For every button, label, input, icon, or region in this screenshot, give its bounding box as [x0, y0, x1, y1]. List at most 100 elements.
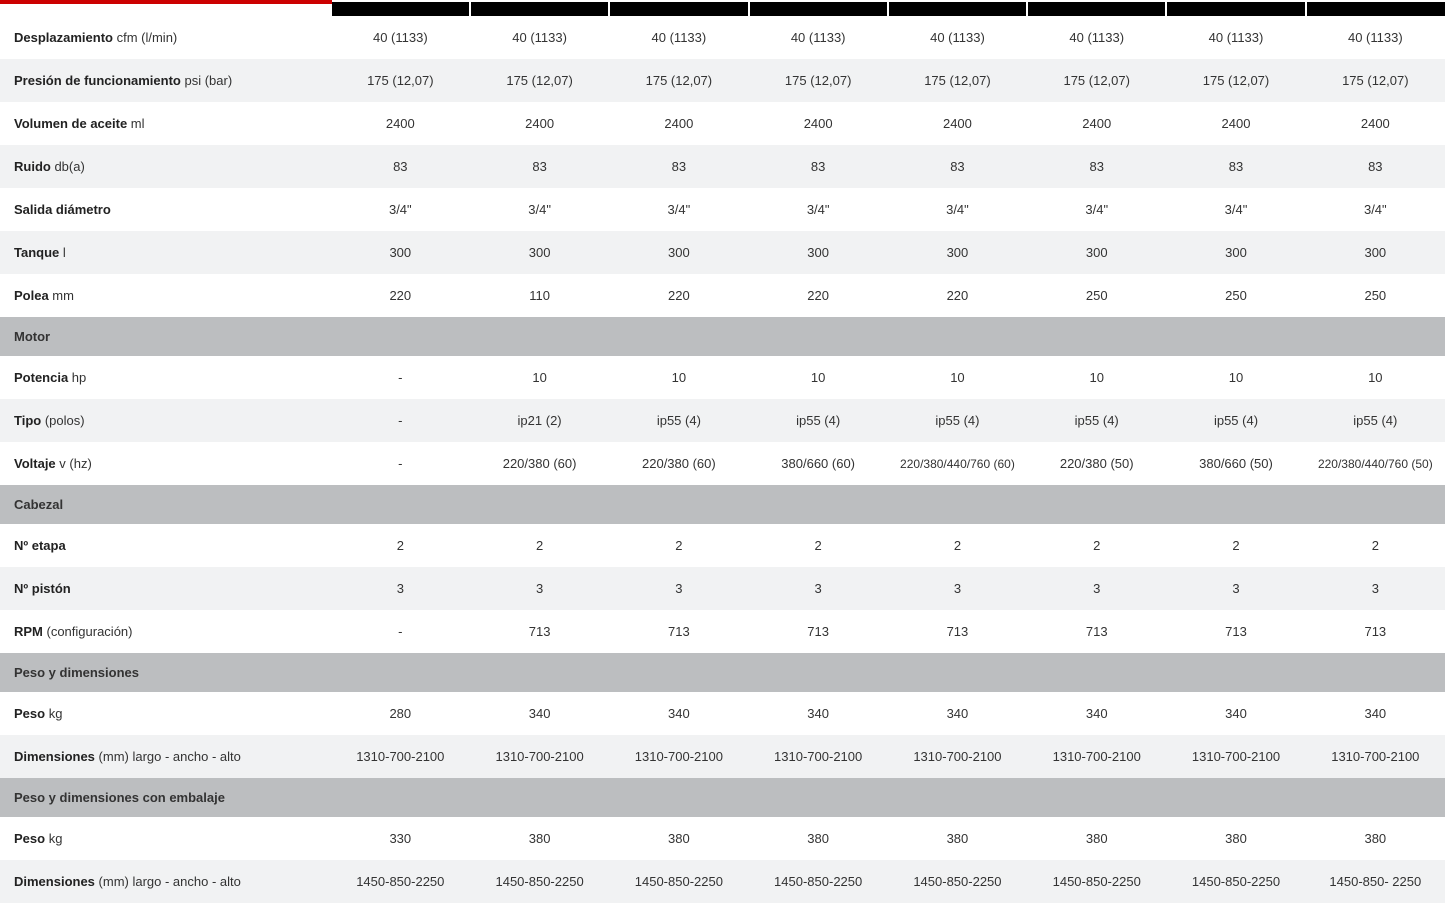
table-cell: 340 [1166, 692, 1305, 735]
table-cell: - [331, 610, 470, 653]
row-label-unit: ml [127, 116, 144, 131]
section-header: Cabezal [0, 485, 1445, 524]
table-cell: 3 [1166, 567, 1305, 610]
table-cell: 83 [1306, 145, 1445, 188]
table-cell: 380/660 (60) [749, 442, 888, 485]
row-label-unit: kg [45, 831, 62, 846]
table-cell: 175 (12,07) [888, 59, 1027, 102]
table-cell: 380/660 (50) [1166, 442, 1305, 485]
table-cell: 220 [609, 274, 748, 317]
table-row: Voltaje v (hz)-220/380 (60)220/380 (60)3… [0, 442, 1445, 485]
table-cell: 3/4" [1166, 188, 1305, 231]
table-cell: 713 [470, 610, 609, 653]
spec-table: Desplazamiento cfm (l/min)40 (1133)40 (1… [0, 0, 1445, 903]
table-row: RPM (configuración)-71371371371371371371… [0, 610, 1445, 653]
row-label-bold: Salida diámetro [14, 202, 111, 217]
table-cell: 300 [749, 231, 888, 274]
row-label: Polea mm [0, 274, 331, 317]
table-cell: 340 [609, 692, 748, 735]
table-cell: 83 [609, 145, 748, 188]
table-cell: 2400 [609, 102, 748, 145]
table-cell: 175 (12,07) [470, 59, 609, 102]
table-cell: 83 [331, 145, 470, 188]
table-cell: 300 [1166, 231, 1305, 274]
table-row: Dimensiones (mm) largo - ancho - alto 145… [0, 860, 1445, 903]
table-cell: 300 [1306, 231, 1445, 274]
table-cell: 40 (1133) [1166, 16, 1305, 59]
table-cell: 250 [1027, 274, 1166, 317]
table-cell: 175 (12,07) [331, 59, 470, 102]
table-cell: 2 [470, 524, 609, 567]
table-cell: 220 [331, 274, 470, 317]
row-label-bold: Presión de funcionamiento [14, 73, 181, 88]
table-cell: 380 [470, 817, 609, 860]
row-label-bold: Peso [14, 706, 45, 721]
table-cell: 40 (1133) [749, 16, 888, 59]
table-cell: 2 [888, 524, 1027, 567]
table-cell: 1450-850-2250 [749, 860, 888, 903]
table-row: Volumen de aceite ml24002400240024002400… [0, 102, 1445, 145]
row-label: Potencia hp [0, 356, 331, 399]
row-label: Dimensiones (mm) largo - ancho - alto [0, 860, 331, 903]
table-row: Dimensiones (mm) largo - ancho - alto131… [0, 735, 1445, 778]
table-cell: 300 [888, 231, 1027, 274]
row-label-bold: Dimensiones [14, 874, 95, 889]
table-cell: 3 [749, 567, 888, 610]
header-strip [0, 2, 1445, 16]
table-cell: 175 (12,07) [1027, 59, 1166, 102]
table-cell: 220/380 (50) [1027, 442, 1166, 485]
table-cell: 1310-700-2100 [888, 735, 1027, 778]
row-label-unit: hp [68, 370, 86, 385]
table-cell: 380 [749, 817, 888, 860]
table-cell: 175 (12,07) [1166, 59, 1305, 102]
table-cell: 380 [888, 817, 1027, 860]
row-label-unit: mm [49, 288, 74, 303]
row-label-bold: Potencia [14, 370, 68, 385]
table-cell: 2400 [470, 102, 609, 145]
table-cell: 3/4" [888, 188, 1027, 231]
row-label-bold: Desplazamiento [14, 30, 113, 45]
table-cell: 250 [1166, 274, 1305, 317]
table-cell: 10 [470, 356, 609, 399]
table-row: Salida diámetro3/4"3/4"3/4"3/4"3/4"3/4"3… [0, 188, 1445, 231]
row-label-unit: v (hz) [56, 456, 92, 471]
row-label: Nº pistón [0, 567, 331, 610]
table-cell: 340 [749, 692, 888, 735]
table-cell: 220/380 (60) [470, 442, 609, 485]
table-cell: ip21 (2) [470, 399, 609, 442]
row-label-bold: Tanque [14, 245, 59, 260]
table-row: Nº pistón33333333 [0, 567, 1445, 610]
table-row: Peso kg330380380380380380380380 [0, 817, 1445, 860]
table-cell: 2 [1166, 524, 1305, 567]
section-title: Motor [0, 317, 1445, 356]
table-cell: 2400 [1027, 102, 1166, 145]
section-header: Motor [0, 317, 1445, 356]
table-cell: 380 [1166, 817, 1305, 860]
table-cell: 40 (1133) [1306, 16, 1445, 59]
table-cell: 83 [1027, 145, 1166, 188]
table-cell: 1310-700-2100 [749, 735, 888, 778]
table-cell: 2 [1027, 524, 1166, 567]
table-cell: 2400 [888, 102, 1027, 145]
table-cell: 220/380/440/760 (50) [1306, 442, 1445, 485]
row-label-unit: (polos) [41, 413, 84, 428]
row-label-unit: cfm (l/min) [113, 30, 177, 45]
row-label-bold: Nº etapa [14, 538, 66, 553]
table-cell: 713 [749, 610, 888, 653]
section-title: Peso y dimensiones con embalaje [0, 778, 1445, 817]
table-cell: 40 (1133) [888, 16, 1027, 59]
row-label-bold: Volumen de aceite [14, 116, 127, 131]
table-cell: 10 [1306, 356, 1445, 399]
table-row: Polea mm220110220220220250250250 [0, 274, 1445, 317]
table-row: Peso kg280340340340340340340340 [0, 692, 1445, 735]
row-label-unit: l [59, 245, 66, 260]
table-cell: 3 [1027, 567, 1166, 610]
row-label: Presión de funcionamiento psi (bar) [0, 59, 331, 102]
table-cell: 83 [888, 145, 1027, 188]
table-cell: 175 (12,07) [1306, 59, 1445, 102]
table-cell: 1450-850-2250 [1027, 860, 1166, 903]
table-cell: 2400 [331, 102, 470, 145]
table-cell: 3/4" [331, 188, 470, 231]
table-row: Presión de funcionamiento psi (bar)175 (… [0, 59, 1445, 102]
table-cell: 280 [331, 692, 470, 735]
